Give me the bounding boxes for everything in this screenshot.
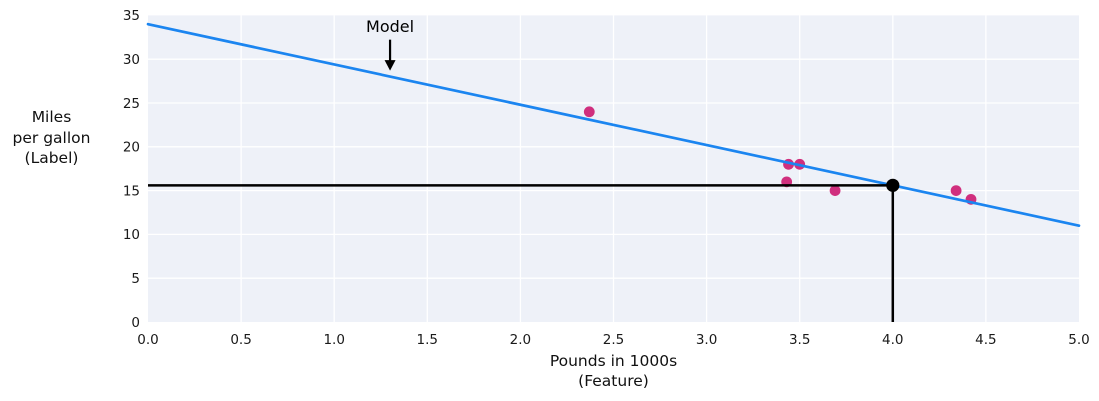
model-arrow-head bbox=[384, 60, 396, 71]
y-axis-title-line-2: per gallon bbox=[12, 128, 91, 147]
y-tick-label: 0 bbox=[131, 315, 140, 331]
y-axis-title-line-3: (Label) bbox=[24, 149, 79, 167]
y-tick-label: 30 bbox=[123, 52, 140, 68]
y-tick-label: 15 bbox=[123, 183, 140, 199]
y-tick-label: 5 bbox=[131, 271, 140, 287]
x-tick-label: 0.0 bbox=[137, 332, 158, 348]
y-tick-label: 10 bbox=[123, 227, 140, 243]
y-axis-title-line-1: Miles bbox=[31, 108, 72, 126]
x-tick-label: 0.5 bbox=[230, 332, 251, 348]
x-tick-label: 2.0 bbox=[510, 332, 531, 348]
y-axis-title: Miles per gallon (Label) bbox=[0, 107, 103, 169]
x-tick-label: 4.0 bbox=[882, 332, 903, 348]
x-tick-label: 1.0 bbox=[323, 332, 344, 348]
model-line bbox=[146, 22, 1081, 227]
data-point bbox=[583, 106, 595, 118]
model-annotation-label: Model bbox=[366, 17, 415, 37]
x-tick-label: 4.5 bbox=[975, 332, 996, 348]
x-tick-label: 3.0 bbox=[696, 332, 717, 348]
x-axis-title-line-2: (Feature) bbox=[578, 372, 649, 390]
y-tick-label: 20 bbox=[123, 140, 140, 156]
x-tick-label: 1.5 bbox=[417, 332, 438, 348]
x-tick-label: 3.5 bbox=[789, 332, 810, 348]
x-tick-label: 5.0 bbox=[1068, 332, 1089, 348]
data-point bbox=[950, 185, 962, 197]
y-tick-label: 25 bbox=[123, 96, 140, 112]
x-axis-title-line-1: Pounds in 1000s bbox=[549, 352, 678, 370]
x-tick-label: 2.5 bbox=[603, 332, 624, 348]
prediction-point bbox=[886, 178, 900, 192]
y-tick-label: 35 bbox=[123, 8, 140, 24]
data-point bbox=[829, 185, 841, 197]
x-axis-title: Pounds in 1000s (Feature) bbox=[148, 351, 1079, 391]
